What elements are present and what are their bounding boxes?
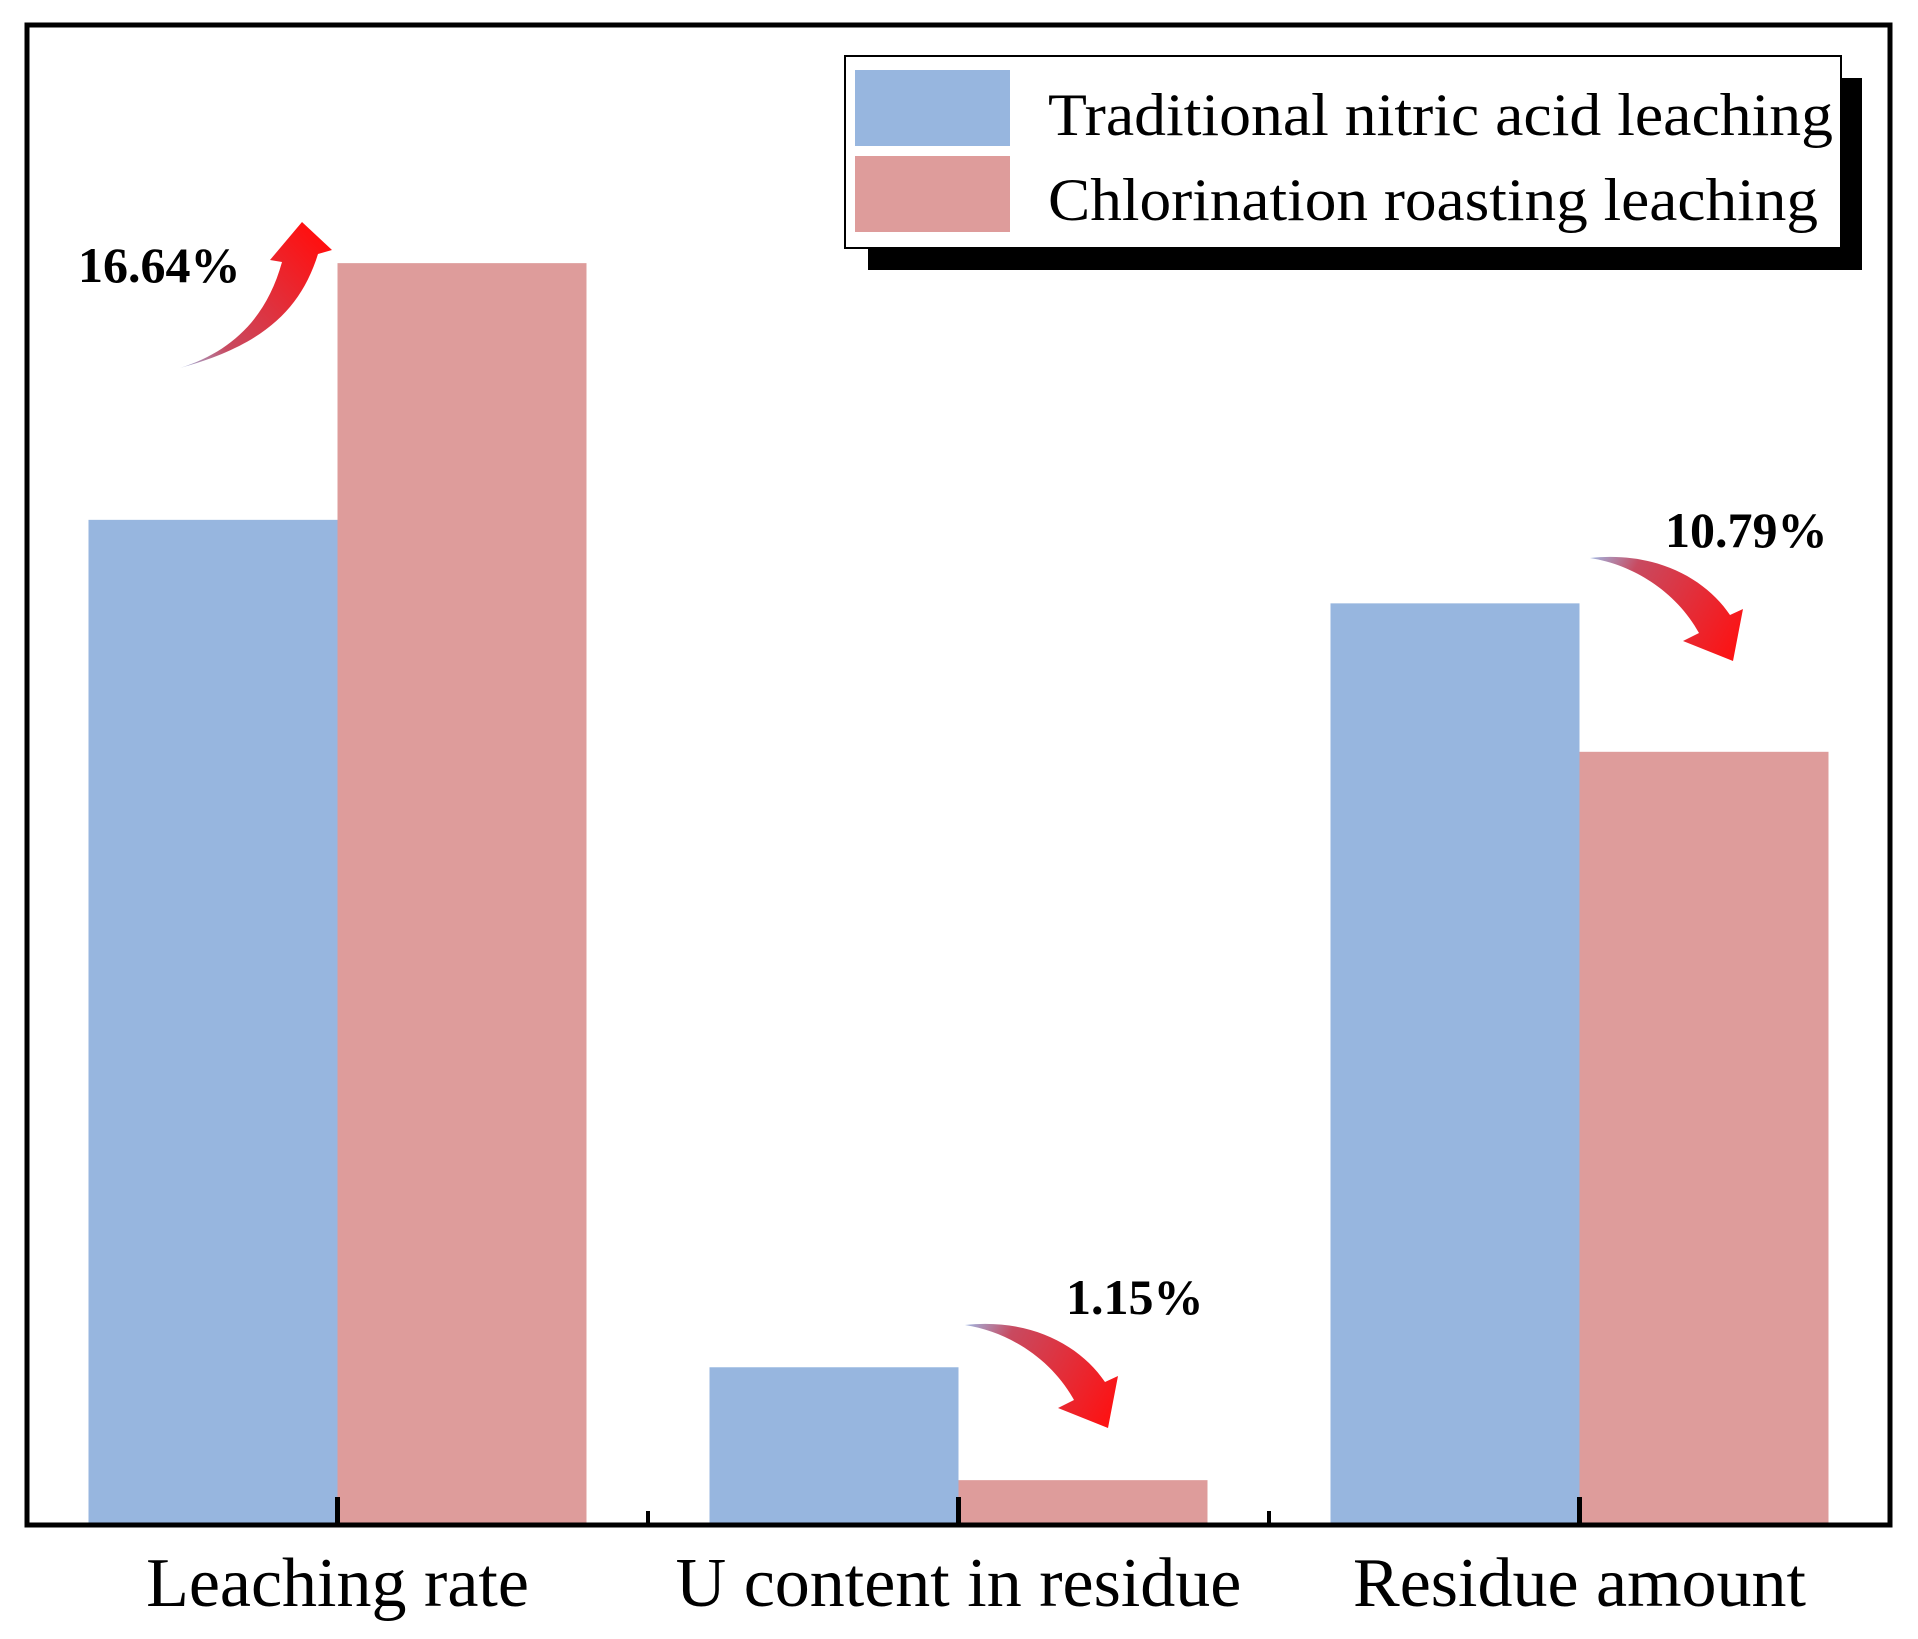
annotation-label-u-content: 1.15%	[1066, 1269, 1204, 1325]
up-arrow-icon	[180, 222, 332, 368]
x-axis-tick-labels: Leaching rate U content in residue Residue…	[146, 1545, 1806, 1622]
bar-traditional-2	[1330, 603, 1580, 1525]
x-tick-label: Leaching rate	[146, 1545, 529, 1622]
legend-swatch-chlorination	[855, 156, 1010, 232]
bar-chlorination-2	[1579, 751, 1829, 1525]
x-tick-label: Residue amount	[1353, 1545, 1807, 1622]
legend-label-traditional: Traditional nitric acid leaching	[1048, 82, 1833, 148]
annotation-leaching-rate: 16.64%	[78, 222, 332, 368]
x-tick-label: U content in residue	[676, 1545, 1242, 1622]
legend: Traditional nitric acid leaching Chlorin…	[844, 55, 1862, 270]
bars-layer	[88, 263, 1829, 1526]
legend-label-chlorination: Chlorination roasting leaching	[1048, 167, 1818, 233]
legend-swatch-traditional	[855, 70, 1010, 146]
annotation-label-leaching-rate: 16.64%	[78, 237, 241, 293]
annotation-residue-amount: 10.79%	[1590, 502, 1828, 661]
bar-traditional-1	[709, 1367, 959, 1525]
down-arrow-icon	[965, 1323, 1118, 1428]
bar-chlorination-0	[337, 263, 587, 1526]
down-arrow-icon	[1590, 556, 1743, 661]
legend-box	[844, 55, 1842, 249]
x-axis-ticks	[335, 1497, 1582, 1525]
bar-traditional-0	[88, 519, 338, 1525]
annotation-u-content: 1.15%	[965, 1269, 1204, 1428]
annotation-label-residue-amount: 10.79%	[1665, 502, 1828, 558]
bar-chlorination-1	[958, 1480, 1208, 1525]
